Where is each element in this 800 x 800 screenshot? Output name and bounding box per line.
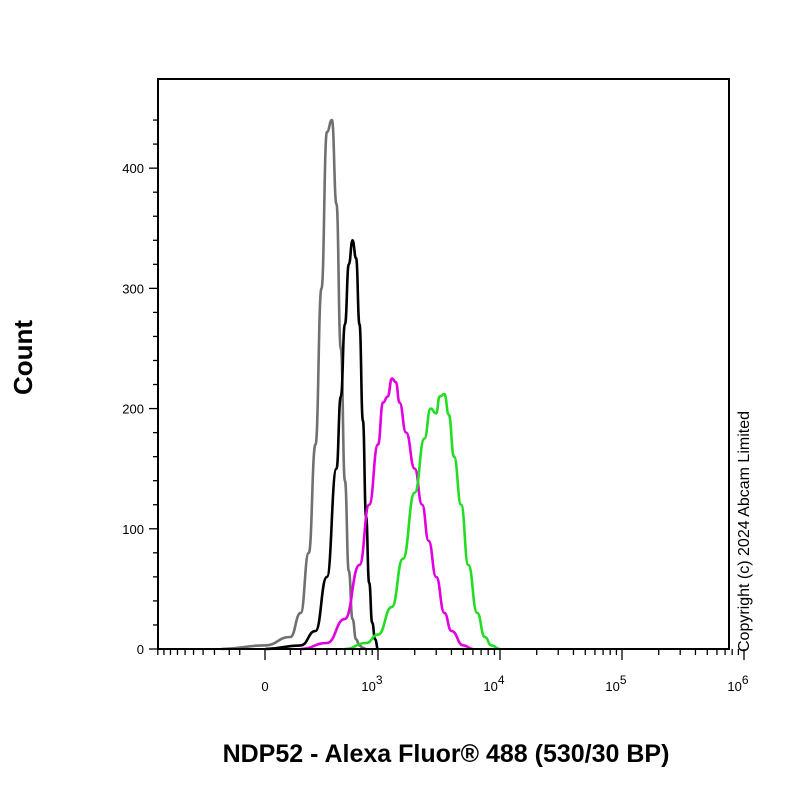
y-tick-label: 0 — [137, 642, 144, 657]
plot-frame — [157, 78, 730, 650]
x-axis-label: NDP52 - Alexa Fluor® 488 (530/30 BP) — [222, 740, 670, 768]
x-tick-label: 104 — [483, 673, 504, 694]
x-tick-exponent: 6 — [742, 673, 749, 687]
x-tick-exponent: 5 — [620, 673, 627, 687]
x-tick-label: 106 — [727, 673, 748, 694]
histogram-series-2 — [264, 239, 380, 651]
x-tick-label: 0 — [261, 679, 268, 694]
histogram-series-3 — [300, 377, 474, 651]
x-tick-base: 10 — [483, 679, 497, 694]
x-tick-label: 105 — [605, 673, 626, 694]
x-tick-base: 10 — [605, 679, 619, 694]
y-axis-label: Count — [8, 319, 38, 395]
x-tick-exponent: 4 — [498, 673, 505, 687]
x-tick-base: 0 — [261, 679, 268, 694]
x-tick-exponent: 3 — [376, 673, 383, 687]
y-tick-label: 200 — [122, 402, 144, 417]
series-layer — [221, 118, 501, 651]
y-tick-label: 400 — [122, 161, 144, 176]
y-tick-label: 300 — [122, 281, 144, 296]
x-tick-base: 10 — [727, 679, 741, 694]
copyright-annotation: Copyright (c) 2024 Abcam Limited — [736, 411, 753, 652]
histogram-series-1 — [221, 118, 367, 651]
y-tick-label: 100 — [122, 522, 144, 537]
histogram-series-4 — [344, 392, 501, 651]
x-tick-label: 103 — [361, 673, 382, 694]
x-tick-base: 10 — [361, 679, 375, 694]
